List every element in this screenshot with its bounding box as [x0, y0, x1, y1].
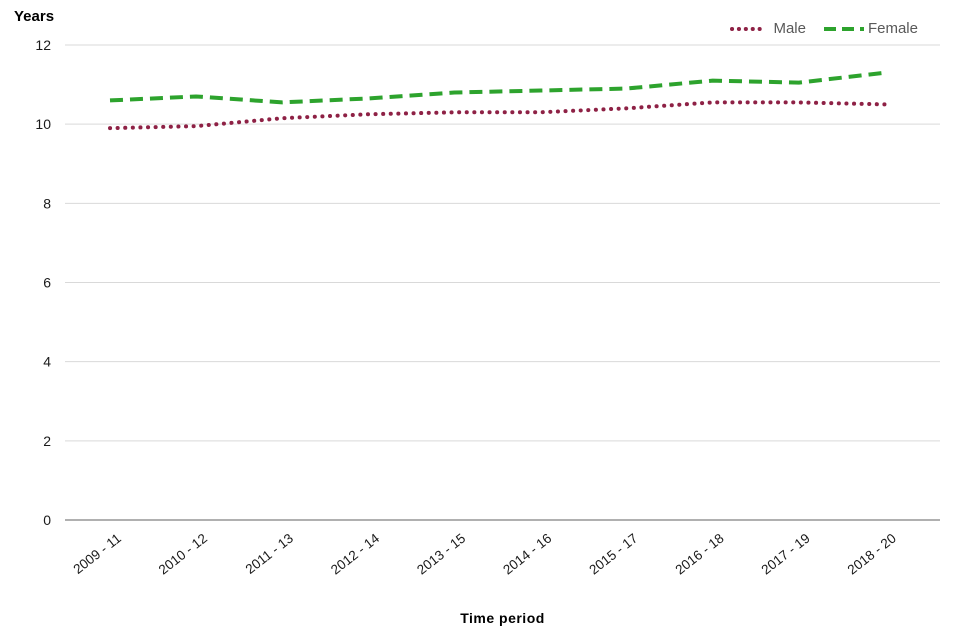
legend-item-female: Female: [823, 20, 918, 37]
legend-label-female: Female: [867, 20, 918, 37]
x-tick-label: 2018 - 20: [845, 531, 899, 578]
x-tick-label: 2016 - 18: [672, 531, 726, 578]
x-tick-label: 2009 - 11: [70, 531, 123, 577]
x-tick-label: 2010 - 12: [156, 531, 210, 578]
male-line-swatch: [730, 26, 769, 31]
x-tick-label: 2017 - 19: [759, 531, 813, 578]
male-series-line: [108, 100, 887, 131]
legend-item-male: Male: [729, 20, 806, 37]
x-tick-label: 2014 - 16: [500, 531, 554, 578]
y-tick-label: 2: [43, 433, 51, 449]
x-tick-label: 2012 - 14: [328, 530, 383, 577]
y-tick-label: 4: [43, 354, 51, 370]
y-tick-label: 12: [35, 37, 51, 53]
legend: Male Female: [729, 20, 918, 37]
y-axis-title: Years: [14, 8, 55, 25]
x-tick-label: 2011 - 13: [243, 531, 296, 577]
y-tick-label: 8: [43, 195, 51, 211]
female-series-line: [109, 70, 886, 105]
x-tick-label: 2013 - 15: [414, 531, 468, 578]
y-tick-label: 6: [43, 275, 51, 291]
y-tick-label: 0: [43, 512, 51, 528]
x-axis-title: Time period: [460, 610, 545, 626]
x-tick-label: 2015 - 17: [586, 531, 640, 578]
legend-label-male: Male: [773, 20, 806, 37]
female-line-swatch: [823, 26, 864, 31]
y-tick-label: 10: [35, 116, 51, 132]
